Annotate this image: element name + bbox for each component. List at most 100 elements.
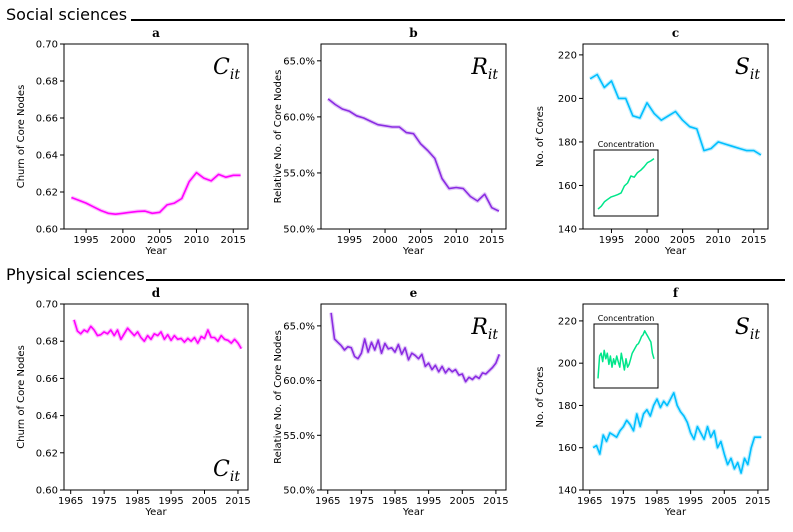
inset-frame-c	[593, 149, 659, 217]
y-tick-label-c-1: 160	[558, 181, 577, 192]
y-axis-label-f: No. of Cores	[535, 367, 546, 428]
y-tick-label-a-1: 0.62	[36, 188, 58, 199]
panel-label-a: a	[152, 26, 160, 40]
y-tick-label-f-3: 200	[558, 359, 577, 370]
series-line-f-0	[592, 391, 762, 474]
x-tick-label-e-5: 2015	[483, 496, 508, 507]
x-axis-label-d: Year	[144, 507, 167, 518]
plot-frame-d	[63, 303, 249, 491]
y-tick-label-a-2: 0.64	[36, 151, 58, 162]
symbol-sub-e: it	[488, 327, 498, 343]
x-tick-label-a-1: 2000	[110, 235, 135, 246]
symbol-label-c: Sit	[735, 55, 761, 83]
x-axis-label-b: Year	[402, 246, 425, 257]
y-tick-label-f-1: 160	[558, 443, 577, 454]
section-rule-physical	[146, 279, 785, 281]
y-tick-label-e-1: 55.0%	[283, 431, 315, 442]
x-tick-label-b-1: 2000	[372, 235, 397, 246]
y-tick-label-a-3: 0.66	[36, 114, 58, 125]
x-tick-label-f-5: 2015	[745, 496, 770, 507]
x-tick-label-f-1: 1975	[611, 496, 636, 507]
y-tick-label-b-0: 50.0%	[283, 225, 315, 236]
inset-title-f: Concentration	[598, 314, 655, 323]
x-tick-label-e-2: 1985	[382, 496, 407, 507]
series-line-d-0	[73, 319, 242, 350]
inset-title-c: Concentration	[598, 140, 655, 149]
series-band-b-0	[326, 97, 500, 213]
symbol-sub-c: it	[750, 67, 760, 83]
symbol-main-a: C	[213, 55, 230, 80]
x-tick-label-f-4: 2005	[712, 496, 737, 507]
y-tick-label-c-0: 140	[558, 225, 577, 236]
plot-frame-c	[582, 43, 769, 230]
panel-label-d: d	[152, 286, 161, 300]
series-line-b-0	[327, 98, 500, 212]
x-tick-label-f-0: 1965	[577, 496, 602, 507]
x-tick-label-d-2: 1985	[125, 496, 150, 507]
x-tick-label-a-4: 2015	[221, 235, 246, 246]
plot-frame-e	[320, 303, 507, 491]
x-tick-label-b-3: 2010	[443, 235, 468, 246]
symbol-main-c: S	[735, 55, 750, 80]
series-line-a-0	[71, 171, 241, 215]
x-tick-label-c-3: 2010	[705, 235, 730, 246]
x-tick-label-a-0: 1995	[73, 235, 98, 246]
panel-label-c: c	[672, 26, 679, 40]
section-title-physical: Physical sciences	[6, 265, 145, 284]
y-axis-label-a: Churn of Core Nodes	[16, 85, 27, 189]
x-axis-label-e: Year	[402, 507, 425, 518]
symbol-label-b: Rit	[470, 55, 498, 83]
y-tick-label-d-5: 0.70	[36, 300, 58, 311]
symbol-main-d: C	[213, 457, 230, 482]
x-tick-label-d-4: 2005	[192, 496, 217, 507]
y-tick-label-d-1: 0.62	[36, 448, 58, 459]
y-axis-label-d: Churn of Core Nodes	[16, 345, 27, 449]
y-tick-label-c-4: 220	[558, 50, 577, 61]
x-tick-label-c-0: 1995	[599, 235, 624, 246]
y-tick-label-d-2: 0.64	[36, 411, 58, 422]
symbol-main-f: S	[735, 315, 750, 340]
x-axis-label-f: Year	[664, 507, 687, 518]
x-tick-label-a-2: 2005	[147, 235, 172, 246]
symbol-main-b: R	[470, 55, 488, 80]
symbol-label-d: Cit	[213, 457, 240, 485]
y-axis-label-e: Relative No. of Core Nodes	[273, 330, 284, 464]
y-tick-label-a-5: 0.70	[36, 40, 58, 51]
y-tick-label-a-0: 0.60	[36, 225, 58, 236]
panel-label-f: f	[673, 286, 679, 300]
symbol-sub-d: it	[230, 469, 240, 485]
y-tick-label-f-0: 140	[558, 486, 577, 497]
y-tick-label-a-4: 0.68	[36, 77, 58, 88]
x-tick-label-a-3: 2010	[184, 235, 209, 246]
y-tick-label-f-2: 180	[558, 401, 577, 412]
y-tick-label-c-3: 200	[558, 94, 577, 105]
x-tick-label-d-1: 1975	[91, 496, 116, 507]
symbol-sub-b: it	[488, 67, 498, 83]
series-line-c-0	[589, 73, 762, 156]
x-axis-label-a: Year	[144, 246, 167, 257]
x-axis-label-c: Year	[664, 246, 687, 257]
symbol-sub-a: it	[230, 67, 240, 83]
section-rule-social	[131, 19, 785, 21]
panel-label-e: e	[410, 286, 418, 300]
symbol-main-e: R	[470, 315, 488, 340]
x-tick-label-d-0: 1965	[58, 496, 83, 507]
y-tick-label-d-4: 0.68	[36, 337, 58, 348]
y-tick-label-e-0: 50.0%	[283, 486, 315, 497]
section-title-social: Social sciences	[6, 5, 128, 24]
x-tick-label-f-2: 1985	[644, 496, 669, 507]
inset-line-f	[597, 330, 655, 379]
y-axis-label-b: Relative No. of Core Nodes	[273, 70, 284, 204]
y-tick-label-f-4: 220	[558, 316, 577, 327]
y-tick-label-d-0: 0.60	[36, 486, 58, 497]
symbol-label-a: Cit	[213, 55, 240, 83]
x-tick-label-e-3: 1995	[416, 496, 441, 507]
x-tick-label-d-3: 1995	[158, 496, 183, 507]
x-tick-label-e-0: 1965	[315, 496, 340, 507]
y-tick-label-d-3: 0.66	[36, 374, 58, 385]
series-line-e-0	[330, 312, 501, 383]
inset-line-c	[597, 157, 655, 210]
y-tick-label-e-3: 65.0%	[283, 321, 315, 332]
x-tick-label-f-3: 1995	[678, 496, 703, 507]
